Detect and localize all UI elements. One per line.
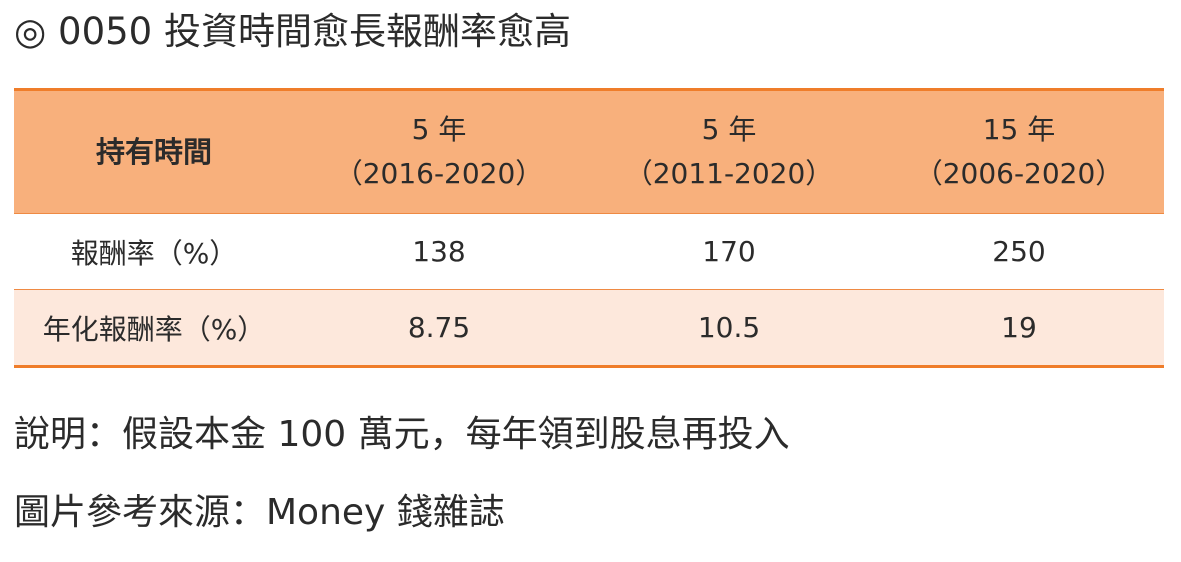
page-title: ◎ 0050 投資時間愈長報酬率愈高 xyxy=(14,10,571,53)
explanation-note: 說明：假設本金 100 萬元，每年領到股息再投入 xyxy=(14,414,790,455)
table-row-return: 報酬率（%） 138 170 250 xyxy=(14,213,1164,290)
header-years: 5 年 xyxy=(411,113,467,146)
returns-table-container: 持有時間 5 年 （2016-2020） 5 年 （2011-2020） 15 … xyxy=(14,88,1164,368)
table-cell: 19 xyxy=(874,289,1164,368)
header-years: 5 年 xyxy=(701,113,757,146)
table-cell: 138 xyxy=(294,213,584,290)
table-cell: 250 xyxy=(874,213,1164,290)
row-label: 年化報酬率（%） xyxy=(14,289,294,368)
header-period-2016-2020: 5 年 （2016-2020） xyxy=(294,90,584,214)
header-period-2011-2020: 5 年 （2011-2020） xyxy=(584,90,874,214)
table-cell: 170 xyxy=(584,213,874,290)
header-range: （2006-2020） xyxy=(914,157,1124,190)
header-holding-period: 持有時間 xyxy=(14,90,294,214)
row-label: 報酬率（%） xyxy=(14,213,294,290)
header-years: 15 年 xyxy=(982,113,1056,146)
header-holding-period-label: 持有時間 xyxy=(95,135,212,169)
table-cell: 8.75 xyxy=(294,289,584,368)
header-range: （2011-2020） xyxy=(624,157,834,190)
table-header-row: 持有時間 5 年 （2016-2020） 5 年 （2011-2020） 15 … xyxy=(14,89,1164,214)
table-cell: 10.5 xyxy=(584,289,874,368)
returns-table: 持有時間 5 年 （2016-2020） 5 年 （2011-2020） 15 … xyxy=(14,88,1164,368)
table-row-annualized-return: 年化報酬率（%） 8.75 10.5 19 xyxy=(14,289,1164,368)
header-range: （2016-2020） xyxy=(334,157,544,190)
header-period-2006-2020: 15 年 （2006-2020） xyxy=(874,90,1164,214)
source-note: 圖片參考來源：Money 錢雜誌 xyxy=(14,492,505,533)
